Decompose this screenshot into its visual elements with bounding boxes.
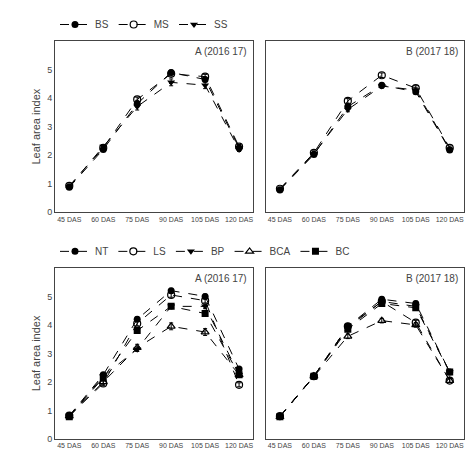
svg-text:3: 3 (47, 122, 52, 132)
svg-text:NT: NT (95, 246, 108, 257)
svg-text:BC: BC (335, 246, 349, 257)
svg-text:A (2016 17): A (2016 17) (195, 273, 247, 284)
svg-text:0: 0 (47, 434, 52, 444)
svg-text:120 DAS: 120 DAS (436, 442, 464, 449)
svg-text:90 DAS: 90 DAS (370, 442, 394, 449)
svg-text:5: 5 (47, 292, 52, 302)
svg-text:1: 1 (47, 179, 52, 189)
svg-text:90 DAS: 90 DAS (370, 216, 394, 223)
svg-text:60 DAS: 60 DAS (302, 442, 326, 449)
svg-text:75 DAS: 75 DAS (336, 216, 360, 223)
svg-text:B (2017 18): B (2017 18) (406, 46, 458, 57)
svg-text:60 DAS: 60 DAS (91, 442, 115, 449)
svg-text:45 DAS: 45 DAS (57, 442, 81, 449)
svg-text:75 DAS: 75 DAS (125, 216, 149, 223)
svg-text:120 DAS: 120 DAS (436, 216, 464, 223)
svg-text:90 DAS: 90 DAS (159, 216, 183, 223)
svg-text:1: 1 (47, 406, 52, 416)
svg-text:5: 5 (47, 65, 52, 75)
svg-text:4: 4 (47, 93, 52, 103)
svg-text:45 DAS: 45 DAS (268, 216, 292, 223)
svg-text:MS: MS (154, 19, 169, 30)
svg-text:45 DAS: 45 DAS (268, 442, 292, 449)
svg-text:60 DAS: 60 DAS (302, 216, 326, 223)
svg-text:90 DAS: 90 DAS (159, 442, 183, 449)
svg-text:A (2016 17): A (2016 17) (195, 46, 247, 57)
svg-text:BP: BP (211, 246, 225, 257)
svg-text:105 DAS: 105 DAS (191, 216, 219, 223)
svg-text:2: 2 (47, 150, 52, 160)
svg-text:B (2017 18): B (2017 18) (406, 273, 458, 284)
svg-text:Leaf area index: Leaf area index (30, 88, 42, 164)
svg-text:75 DAS: 75 DAS (125, 442, 149, 449)
svg-text:45 DAS: 45 DAS (57, 216, 81, 223)
svg-text:LS: LS (153, 246, 166, 257)
svg-text:BS: BS (95, 19, 109, 30)
svg-text:4: 4 (47, 320, 52, 330)
svg-text:120 DAS: 120 DAS (225, 442, 253, 449)
svg-text:Leaf area index: Leaf area index (30, 315, 42, 391)
svg-text:SS: SS (214, 19, 228, 30)
svg-text:0: 0 (47, 207, 52, 217)
svg-text:3: 3 (47, 349, 52, 359)
svg-text:105 DAS: 105 DAS (402, 442, 430, 449)
svg-text:105 DAS: 105 DAS (402, 216, 430, 223)
svg-text:120 DAS: 120 DAS (225, 216, 253, 223)
svg-text:75 DAS: 75 DAS (336, 442, 360, 449)
svg-text:60 DAS: 60 DAS (91, 216, 115, 223)
svg-text:105 DAS: 105 DAS (191, 442, 219, 449)
svg-text:2: 2 (47, 377, 52, 387)
svg-text:BCA: BCA (270, 246, 291, 257)
